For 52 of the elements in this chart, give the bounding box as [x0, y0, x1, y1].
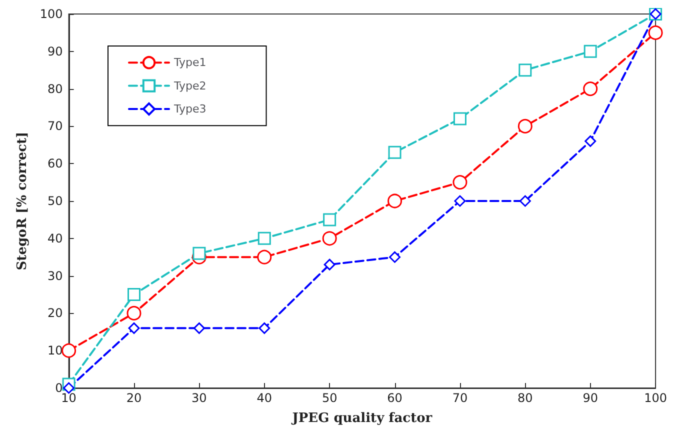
- legend-label: Type3: [173, 102, 206, 116]
- x-tick-label: 80: [518, 391, 533, 405]
- x-axis-title: JPEG quality factor: [291, 411, 432, 426]
- y-tick-label: 0: [55, 381, 63, 395]
- point: [322, 231, 337, 246]
- y-tick-label: 60: [48, 156, 63, 171]
- x-tick-label: 90: [582, 391, 598, 405]
- point: [128, 322, 140, 334]
- y-tick-label: 40: [48, 231, 63, 246]
- point: [518, 64, 532, 77]
- y-axis-title: StegoR [% correct]: [15, 132, 30, 270]
- x-tick-label: 100: [644, 391, 667, 405]
- y-tick-label: 50: [48, 194, 63, 208]
- y-tick-label: 80: [48, 82, 63, 96]
- point: [323, 213, 336, 226]
- point: [193, 322, 205, 334]
- point: [454, 195, 466, 207]
- point: [389, 251, 401, 263]
- point: [192, 246, 206, 260]
- point: [324, 258, 336, 270]
- y-tick-label: 70: [48, 119, 63, 134]
- point: [584, 135, 596, 147]
- point: [62, 343, 76, 358]
- y-tick-label: 10: [48, 344, 63, 358]
- y-tick-label: 100: [40, 7, 63, 21]
- point: [584, 44, 597, 58]
- x-tick-label: 70: [452, 391, 468, 405]
- legend-label: Type2: [173, 79, 206, 92]
- point: [388, 146, 402, 159]
- x-tick-label: 20: [126, 391, 142, 405]
- y-tick-label: 30: [48, 268, 63, 283]
- point: [126, 306, 142, 320]
- point: [258, 322, 270, 334]
- point: [648, 25, 663, 40]
- x-tick-label: 10: [61, 391, 76, 405]
- y-tick-label: 90: [48, 44, 63, 58]
- x-tick-label: 50: [322, 391, 338, 405]
- legend-label: Type1: [173, 56, 206, 70]
- point: [63, 382, 75, 394]
- point: [257, 250, 272, 264]
- x-tick-label: 60: [387, 391, 402, 405]
- point: [388, 194, 402, 208]
- x-tick-label: 30: [192, 391, 207, 405]
- point: [128, 288, 140, 301]
- x-tick-label: 40: [256, 391, 272, 405]
- point: [583, 82, 598, 96]
- point: [258, 232, 271, 245]
- y-tick-label: 20: [48, 306, 63, 320]
- point: [518, 118, 532, 134]
- point: [519, 195, 531, 207]
- point: [452, 175, 468, 190]
- point: [453, 112, 466, 126]
